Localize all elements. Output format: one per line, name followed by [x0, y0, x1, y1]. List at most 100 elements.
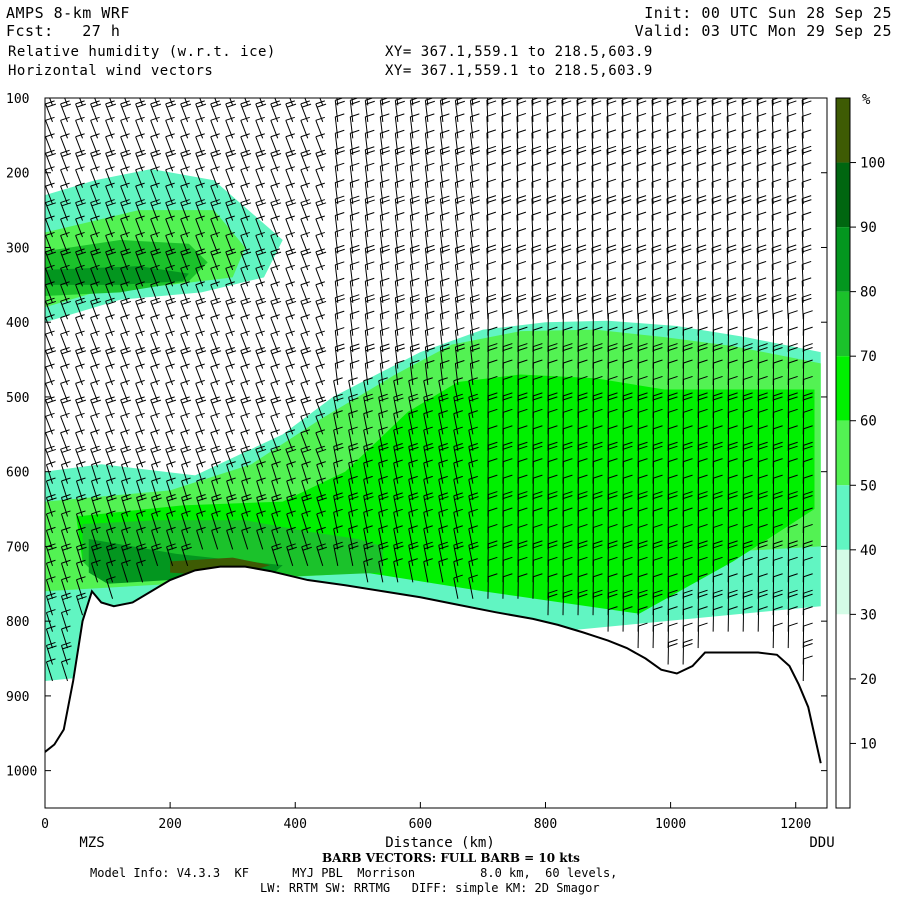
barb-flag — [439, 496, 449, 501]
wind-barb — [607, 606, 618, 632]
wind-barb — [300, 445, 312, 468]
barb-flag — [533, 396, 543, 401]
barb-flag — [439, 397, 449, 402]
wind-barb — [741, 145, 752, 172]
barb-shaft — [546, 116, 549, 139]
wind-barb — [271, 510, 281, 534]
wind-barb — [666, 211, 677, 238]
barb-flag — [380, 212, 390, 216]
barb-flag — [470, 294, 480, 299]
barb-shaft — [349, 116, 354, 139]
barb-flag — [226, 152, 237, 157]
wind-barb — [621, 145, 632, 172]
barb-flag — [61, 477, 71, 482]
barb-flag — [743, 573, 753, 578]
barb-shaft — [334, 264, 339, 287]
barb-flag — [423, 377, 433, 382]
barb-flag — [76, 152, 87, 157]
barb-flag — [516, 162, 527, 167]
wind-barb — [711, 228, 722, 254]
barb-flag — [742, 199, 752, 204]
barb-flag — [653, 392, 663, 397]
wind-barb — [349, 146, 360, 172]
barb-flag — [225, 396, 235, 401]
barb-flag — [593, 343, 603, 348]
wind-barb — [349, 129, 360, 155]
barb-flag — [533, 425, 543, 430]
barb-flag — [455, 298, 465, 303]
wind-barb — [60, 641, 72, 665]
barb-flag — [518, 375, 528, 380]
barb-flag — [409, 545, 419, 550]
barb-shaft — [561, 132, 564, 155]
barb-flag — [105, 149, 115, 154]
wind-barb — [501, 162, 512, 188]
wind-barb — [379, 212, 390, 238]
wind-barb — [439, 113, 450, 139]
barb-flag — [106, 350, 117, 355]
wind-barb — [711, 178, 722, 205]
barb-flag — [548, 507, 558, 512]
barb-flag — [180, 379, 190, 384]
barb-flag — [75, 396, 85, 401]
barb-flag — [608, 441, 618, 446]
barb-flag — [380, 248, 390, 253]
barb-flag — [350, 199, 360, 204]
barb-shaft — [651, 182, 654, 205]
barb-flag — [518, 573, 528, 578]
barb-flag — [45, 149, 55, 154]
barb-flag — [607, 100, 617, 105]
barb-shaft — [621, 280, 624, 303]
barb-shaft — [756, 132, 759, 155]
barb-shaft — [454, 215, 459, 238]
barb-flag — [395, 359, 405, 364]
wind-barb — [621, 112, 632, 139]
barb-shaft — [60, 563, 68, 583]
barb-flag — [301, 510, 311, 515]
wind-barb — [211, 510, 221, 534]
wind-barb — [531, 228, 542, 254]
barb-flag — [470, 212, 480, 216]
barb-shaft — [393, 413, 399, 435]
barb-flag — [46, 251, 56, 256]
barb-flag — [425, 327, 435, 332]
wind-barb — [441, 98, 444, 106]
barb-flag — [607, 297, 617, 302]
barb-flag — [698, 589, 708, 594]
wind-barb — [576, 162, 587, 188]
barb-flag — [698, 392, 708, 397]
barb-shaft — [621, 231, 624, 254]
barb-flag — [195, 264, 205, 269]
barb-flag — [608, 540, 618, 545]
barb-flag — [166, 300, 177, 305]
barb-flag — [225, 363, 235, 368]
barb-flag — [300, 215, 310, 220]
barb-flag — [285, 396, 295, 401]
wind-barb — [394, 359, 405, 386]
barb-flag — [698, 408, 708, 413]
barb-flag — [393, 426, 403, 431]
barb-shaft — [516, 132, 519, 155]
barb-flag — [210, 248, 220, 253]
barb-shaft — [45, 530, 53, 550]
barb-flag — [300, 412, 310, 417]
barb-flag — [637, 248, 647, 253]
barb-flag — [285, 182, 295, 187]
barb-flag — [470, 100, 481, 105]
barb-flag — [211, 202, 222, 207]
barb-flag — [636, 228, 647, 233]
wind-barb — [757, 606, 768, 632]
barb-flag — [61, 493, 71, 498]
barb-flag — [591, 293, 602, 298]
barb-flag — [438, 459, 448, 464]
barb-flag — [563, 347, 573, 351]
barb-flag — [121, 399, 132, 404]
barb-shaft — [532, 98, 534, 106]
barb-flag — [563, 458, 573, 463]
barb-flag — [240, 314, 250, 319]
barb-flag — [210, 199, 220, 204]
barb-shaft — [681, 116, 684, 139]
wind-barb — [379, 261, 390, 287]
wind-barb — [606, 293, 617, 320]
barb-shaft — [378, 528, 384, 550]
